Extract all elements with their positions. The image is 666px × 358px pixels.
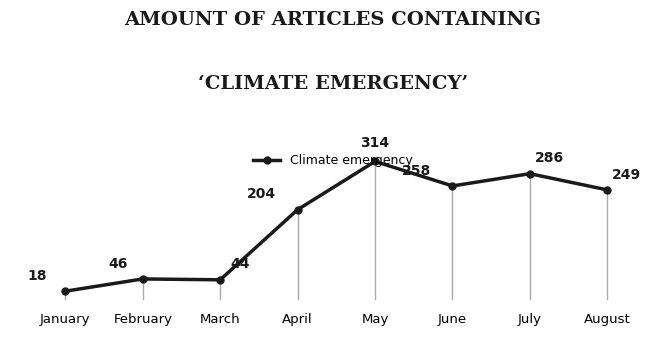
Legend: Climate emergency: Climate emergency: [248, 149, 418, 173]
Text: 18: 18: [28, 269, 47, 283]
Text: 46: 46: [108, 257, 127, 271]
Text: 249: 249: [612, 168, 641, 182]
Text: AMOUNT OF ARTICLES CONTAINING: AMOUNT OF ARTICLES CONTAINING: [125, 11, 541, 29]
Text: 314: 314: [360, 136, 390, 150]
Text: 44: 44: [230, 257, 249, 271]
Text: 258: 258: [402, 164, 431, 178]
Text: 286: 286: [535, 151, 564, 165]
Text: ‘CLIMATE EMERGENCY’: ‘CLIMATE EMERGENCY’: [198, 75, 468, 93]
Text: 204: 204: [247, 187, 276, 201]
